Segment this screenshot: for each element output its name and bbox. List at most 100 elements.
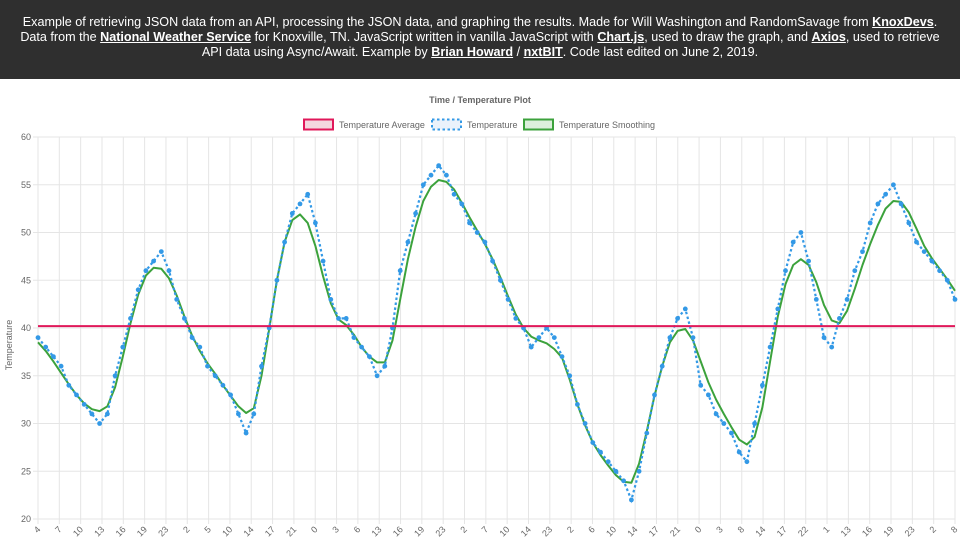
- temperature-point[interactable]: [359, 344, 364, 350]
- temperature-point[interactable]: [197, 344, 203, 350]
- temperature-point[interactable]: [806, 258, 811, 264]
- temperature-point[interactable]: [536, 335, 542, 340]
- temperature-point[interactable]: [251, 411, 257, 417]
- temperature-point[interactable]: [74, 392, 79, 398]
- temperature-point[interactable]: [767, 344, 773, 350]
- legend-item-smoothing[interactable]: Temperature Smoothing: [523, 118, 655, 131]
- temperature-point[interactable]: [613, 468, 619, 474]
- temperature-point[interactable]: [35, 335, 41, 340]
- temperature-point[interactable]: [112, 373, 118, 379]
- temperature-point[interactable]: [713, 411, 719, 417]
- temperature-point[interactable]: [559, 354, 565, 359]
- temperature-point[interactable]: [891, 182, 896, 188]
- temperature-point[interactable]: [243, 430, 249, 436]
- temperature-point[interactable]: [282, 239, 287, 245]
- temperature-point[interactable]: [944, 277, 950, 283]
- temperature-point[interactable]: [605, 459, 611, 465]
- temperature-point[interactable]: [760, 382, 765, 388]
- temperature-point[interactable]: [952, 297, 958, 302]
- nxtbit-link[interactable]: nxtBIT: [523, 45, 563, 59]
- temperature-point[interactable]: [644, 430, 650, 436]
- temperature-point[interactable]: [135, 287, 141, 293]
- temperature-point[interactable]: [698, 382, 704, 388]
- temperature-point[interactable]: [852, 268, 858, 274]
- temperature-point[interactable]: [937, 268, 942, 274]
- temperature-point[interactable]: [482, 239, 488, 245]
- temperature-point[interactable]: [706, 392, 711, 398]
- temperature-point[interactable]: [898, 201, 904, 207]
- temperature-point[interactable]: [212, 373, 218, 379]
- temperature-point[interactable]: [459, 201, 465, 207]
- temperature-point[interactable]: [867, 220, 873, 226]
- temperature-point[interactable]: [274, 277, 280, 283]
- temperature-point[interactable]: [220, 382, 226, 388]
- temperature-point[interactable]: [729, 430, 734, 436]
- temperature-point[interactable]: [367, 354, 372, 359]
- temperature-point[interactable]: [43, 344, 49, 350]
- temperature-point[interactable]: [305, 191, 311, 197]
- temperature-point[interactable]: [189, 335, 195, 340]
- temperature-point[interactable]: [844, 297, 850, 302]
- chartjs-link[interactable]: Chart.js: [597, 30, 645, 44]
- knoxdevs-link[interactable]: KnoxDevs: [872, 15, 934, 29]
- temperature-point[interactable]: [405, 239, 411, 245]
- temperature-point[interactable]: [320, 258, 326, 264]
- temperature-point[interactable]: [128, 316, 133, 321]
- temperature-point[interactable]: [914, 239, 919, 245]
- temperature-point[interactable]: [182, 316, 187, 321]
- temperature-point[interactable]: [813, 297, 819, 302]
- temperature-point[interactable]: [413, 211, 418, 216]
- author-link[interactable]: Brian Howard: [431, 45, 514, 59]
- temperature-point[interactable]: [397, 268, 403, 274]
- temperature-point[interactable]: [921, 249, 927, 255]
- temperature-point[interactable]: [575, 402, 580, 407]
- temperature-point[interactable]: [297, 201, 303, 207]
- temperature-point[interactable]: [374, 373, 380, 379]
- temperature-point[interactable]: [744, 459, 750, 465]
- axios-link[interactable]: Axios: [811, 30, 846, 44]
- temperature-point[interactable]: [89, 411, 95, 417]
- temperature-point[interactable]: [166, 268, 172, 274]
- temperature-point[interactable]: [752, 421, 757, 426]
- temperature-point[interactable]: [490, 258, 495, 264]
- temperature-point[interactable]: [829, 344, 835, 350]
- temperature-point[interactable]: [351, 335, 357, 340]
- temperature-point[interactable]: [81, 402, 87, 407]
- legend-item-temperature[interactable]: Temperature: [431, 118, 518, 131]
- temperature-point[interactable]: [798, 230, 804, 235]
- temperature-point[interactable]: [821, 335, 827, 340]
- temperature-point[interactable]: [336, 316, 341, 321]
- temperature-point[interactable]: [420, 182, 426, 188]
- temperature-point[interactable]: [151, 258, 157, 264]
- temperature-point[interactable]: [667, 335, 673, 340]
- temperature-point[interactable]: [174, 297, 180, 302]
- temperature-point[interactable]: [582, 421, 588, 426]
- temperature-point[interactable]: [590, 440, 596, 445]
- temperature-point[interactable]: [736, 449, 742, 455]
- temperature-point[interactable]: [467, 220, 472, 226]
- temperature-point[interactable]: [228, 392, 234, 398]
- temperature-point[interactable]: [652, 392, 657, 398]
- temperature-point[interactable]: [513, 316, 519, 321]
- temperature-point[interactable]: [567, 373, 573, 379]
- temperature-point[interactable]: [883, 191, 888, 197]
- temperature-point[interactable]: [636, 468, 642, 474]
- temperature-point[interactable]: [259, 363, 264, 369]
- temperature-point[interactable]: [143, 268, 149, 274]
- temperature-point[interactable]: [659, 363, 665, 369]
- temperature-point[interactable]: [58, 363, 64, 369]
- temperature-point[interactable]: [775, 306, 781, 312]
- temperature-point[interactable]: [498, 277, 503, 283]
- temperature-point[interactable]: [289, 211, 295, 216]
- temperature-point[interactable]: [451, 191, 457, 197]
- temperature-point[interactable]: [721, 421, 727, 426]
- temperature-point[interactable]: [158, 249, 164, 255]
- temperature-point[interactable]: [598, 449, 603, 455]
- temperature-point[interactable]: [621, 478, 626, 484]
- temperature-point[interactable]: [837, 316, 842, 321]
- temperature-point[interactable]: [328, 297, 334, 302]
- legend-item-average[interactable]: Temperature Average: [303, 118, 425, 131]
- temperature-point[interactable]: [105, 411, 110, 417]
- temperature-point[interactable]: [629, 497, 634, 503]
- temperature-point[interactable]: [505, 297, 511, 302]
